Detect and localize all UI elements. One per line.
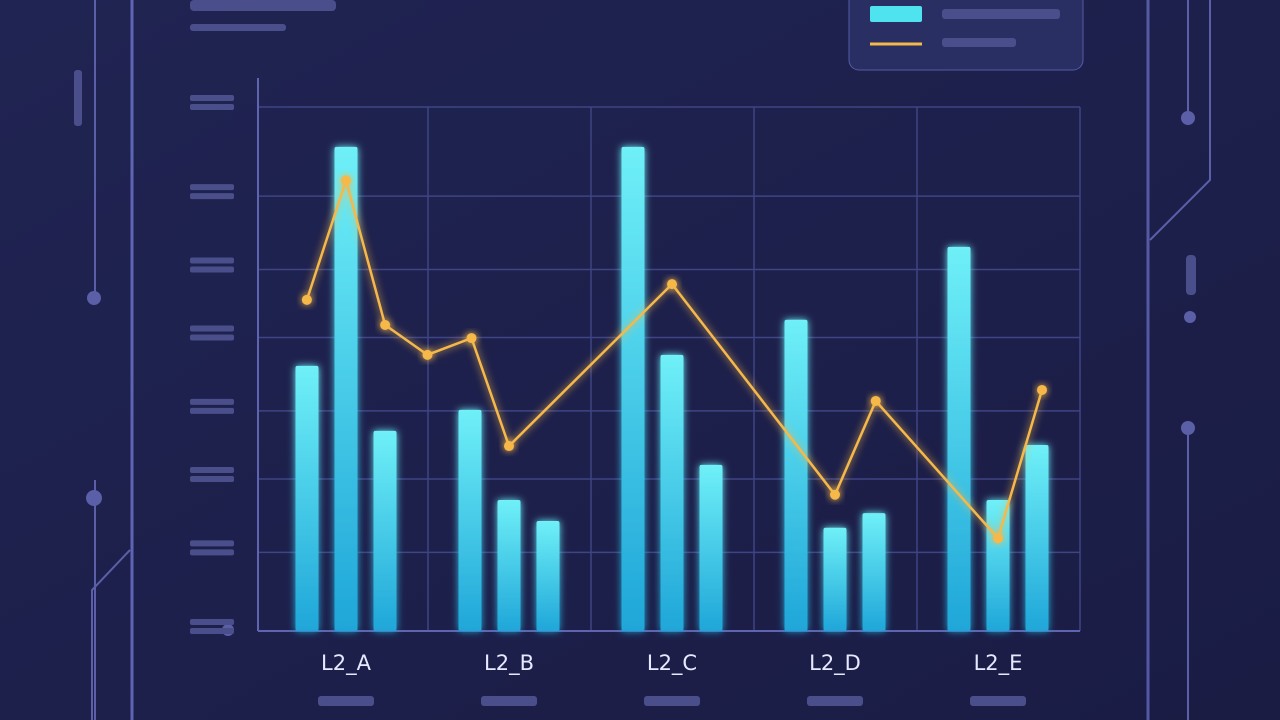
- y-tick-placeholder: [190, 193, 234, 200]
- bar: [334, 146, 358, 631]
- bar: [458, 409, 482, 631]
- line-point: [1037, 384, 1048, 395]
- bar: [699, 464, 723, 631]
- y-tick-placeholder: [190, 476, 234, 483]
- decoration: [74, 0, 1211, 720]
- bar: [621, 146, 645, 631]
- y-tick-placeholder: [190, 184, 234, 191]
- x-tick-label: L2_A: [321, 651, 372, 676]
- line-point: [667, 279, 677, 290]
- bar: [295, 365, 319, 631]
- bar: [862, 513, 886, 631]
- line-point: [380, 319, 391, 330]
- icon-placeholder: [644, 696, 700, 706]
- bar: [947, 246, 971, 631]
- y-tick-placeholder: [190, 628, 234, 634]
- line-point: [993, 533, 1003, 544]
- bar: [986, 500, 1010, 631]
- y-tick-placeholder: [190, 266, 234, 273]
- y-tick-placeholder: [190, 619, 234, 625]
- y-axis-placeholders: [190, 95, 234, 634]
- icon-placeholder: [807, 696, 863, 706]
- bar: [373, 430, 397, 631]
- bar: [660, 354, 684, 631]
- line-point: [422, 349, 433, 360]
- y-tick-placeholder: [190, 334, 234, 341]
- y-tick-placeholder: [190, 95, 234, 101]
- y-tick-placeholder: [190, 257, 234, 264]
- x-tick-label: L2_E: [974, 651, 1023, 676]
- icon-placeholder: [970, 696, 1026, 706]
- line-point: [870, 395, 881, 406]
- line-point: [830, 489, 840, 500]
- line-point: [466, 333, 477, 344]
- legend: [848, 0, 1084, 71]
- x-tick-label: L2_D: [809, 651, 861, 676]
- line-point: [341, 175, 351, 186]
- line-point: [301, 294, 312, 305]
- y-tick-placeholder: [190, 104, 234, 110]
- y-tick-placeholder: [190, 398, 234, 405]
- bar: [497, 500, 521, 631]
- bar: [536, 520, 560, 631]
- x-tick-label: L2_B: [484, 651, 534, 676]
- bar: [1025, 444, 1049, 631]
- y-tick-placeholder: [190, 540, 234, 547]
- y-tick-placeholder: [190, 325, 234, 332]
- y-tick-placeholder: [190, 549, 234, 556]
- icon-placeholder: [481, 696, 537, 706]
- line-point: [504, 441, 514, 452]
- x-tick-label: L2_C: [647, 651, 697, 676]
- bar: [784, 319, 808, 631]
- y-tick-placeholder: [190, 407, 234, 414]
- y-tick-placeholder: [190, 467, 234, 474]
- bar: [823, 527, 847, 631]
- icon-placeholder: [318, 696, 374, 706]
- plot: L2_A L2_B L2_C L2_D L2_E: [257, 78, 1081, 706]
